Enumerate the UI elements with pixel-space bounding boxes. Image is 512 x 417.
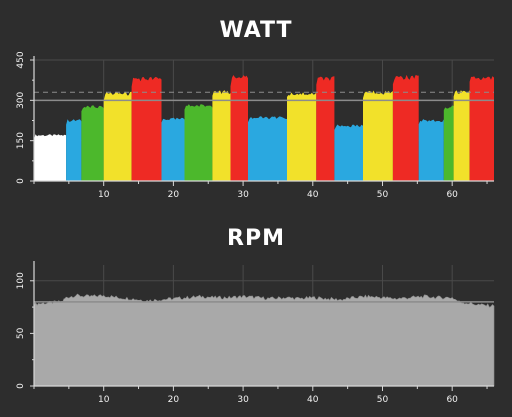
watt-x-tick-label: 60 bbox=[446, 190, 458, 200]
watt-segment-yellow bbox=[453, 90, 470, 181]
watt-segment-green bbox=[443, 105, 454, 181]
watt-segment-green bbox=[81, 105, 104, 181]
watt-segment-red bbox=[131, 76, 162, 181]
rpm-x-tick-label: 40 bbox=[307, 395, 319, 405]
rpm-area bbox=[33, 293, 495, 387]
watt-segment-blue bbox=[418, 119, 444, 181]
watt-x-tick-label: 30 bbox=[237, 190, 249, 200]
rpm-y-tick-label: 50 bbox=[16, 327, 26, 339]
watt-y-tick-label: 150 bbox=[16, 132, 26, 149]
rpm-x-tick-label: 30 bbox=[237, 395, 249, 405]
watt-y-tick-label: 0 bbox=[16, 178, 26, 184]
watt-segment-green bbox=[184, 104, 213, 181]
watt-y-tick-label: 450 bbox=[16, 51, 26, 68]
watt-segment-yellow bbox=[363, 90, 393, 181]
watt-x-tick-label: 50 bbox=[377, 190, 389, 200]
rpm-y-tick-label: 100 bbox=[16, 272, 26, 289]
watt-x-tick-label: 20 bbox=[168, 190, 180, 200]
watt-chart-title: WATT bbox=[219, 18, 293, 43]
rpm-x-tick-label: 20 bbox=[168, 395, 180, 405]
watt-y-tick-label: 300 bbox=[16, 91, 26, 108]
watt-segment-blue bbox=[248, 116, 287, 181]
watt-segment-red bbox=[392, 74, 419, 181]
watt-segment-yellow bbox=[287, 92, 317, 181]
watt-segment-blue bbox=[334, 124, 363, 181]
watt-segment-blue bbox=[66, 119, 82, 181]
rpm-chart-title: RPM bbox=[227, 226, 285, 251]
watt-segment-red bbox=[230, 75, 248, 181]
watt-segment-red bbox=[469, 76, 494, 181]
watt-x-tick-label: 10 bbox=[98, 190, 110, 200]
watt-segment-red bbox=[316, 76, 335, 181]
watt-segment-yellow bbox=[212, 90, 231, 181]
watt-x-tick-label: 40 bbox=[307, 190, 319, 200]
watt-segment-blue bbox=[161, 117, 185, 181]
rpm-y-tick-label: 0 bbox=[16, 383, 26, 389]
rpm-x-tick-label: 60 bbox=[446, 395, 458, 405]
rpm-x-tick-label: 10 bbox=[98, 395, 110, 405]
watt-segment-yellow bbox=[103, 91, 132, 181]
rpm-x-tick-label: 50 bbox=[377, 395, 389, 405]
watt-segment-white bbox=[34, 134, 67, 181]
